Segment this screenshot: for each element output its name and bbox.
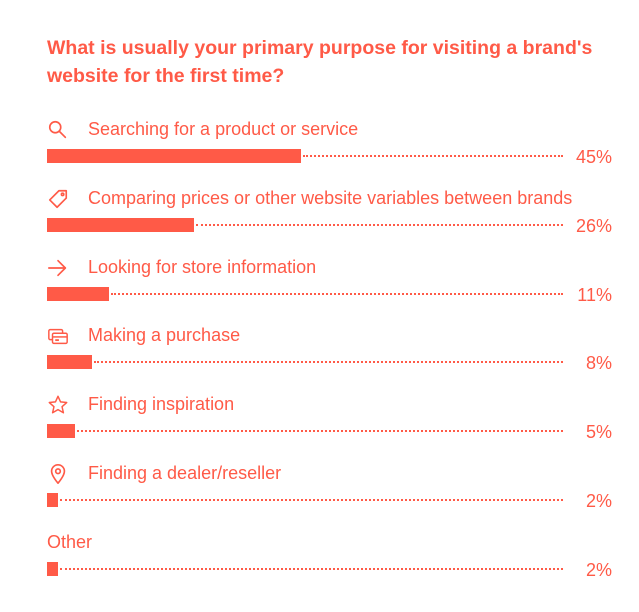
category-label: Looking for store information	[88, 256, 317, 277]
dotted-leader	[77, 430, 563, 433]
bar	[47, 286, 110, 301]
category-label: Making a purchase	[88, 325, 241, 346]
bar-row: Finding inspiration 5%	[0, 393, 639, 453]
chart-title: What is usually your primary purpose for…	[47, 37, 593, 87]
arrow-right-icon	[47, 257, 69, 279]
category-label: Other	[47, 531, 93, 552]
category-label: Searching for a product or service	[88, 119, 359, 139]
value-label: 11%	[577, 284, 612, 305]
bar-row: Comparing prices or other website variab…	[0, 187, 639, 247]
price-tag-icon	[47, 188, 69, 210]
bar	[47, 355, 93, 370]
value-label: 45%	[575, 147, 612, 167]
bar-row: Other 2%	[0, 531, 639, 591]
bar-track	[47, 286, 567, 301]
bar-row: Finding a dealer/reseller 2%	[0, 462, 639, 522]
dotted-leader	[60, 499, 563, 501]
category-label: Finding a dealer/reseller	[88, 463, 282, 483]
bar	[47, 493, 59, 507]
bar-track	[47, 149, 567, 163]
location-pin-icon	[47, 463, 69, 485]
search-icon	[47, 119, 69, 141]
bar	[47, 561, 59, 576]
star-icon	[47, 394, 69, 416]
category-label: Comparing prices or other website variab…	[88, 187, 573, 208]
bar-track	[47, 493, 567, 507]
bar	[47, 217, 194, 232]
dotted-leader	[195, 223, 563, 226]
value-label: 5%	[585, 422, 612, 443]
bar-track	[47, 355, 567, 370]
category-label: Finding inspiration	[88, 394, 235, 415]
value-label: 26%	[575, 215, 612, 236]
bar-track	[47, 217, 567, 232]
dotted-leader	[94, 361, 563, 364]
dotted-leader	[303, 155, 563, 157]
credit-card-icon	[47, 325, 69, 347]
bar	[47, 149, 302, 163]
value-label: 2%	[585, 559, 612, 580]
bar-row: Making a purchase 8%	[0, 324, 639, 384]
dotted-leader	[60, 567, 563, 570]
value-label: 8%	[585, 353, 612, 374]
bar-row: Searching for a product or service 45%	[0, 118, 639, 178]
bar-track	[47, 424, 567, 439]
value-label: 2%	[585, 491, 612, 511]
dotted-leader	[111, 292, 563, 295]
bar	[47, 424, 76, 439]
bar-track	[47, 561, 567, 576]
bar-row: Looking for store information 11%	[0, 256, 639, 316]
